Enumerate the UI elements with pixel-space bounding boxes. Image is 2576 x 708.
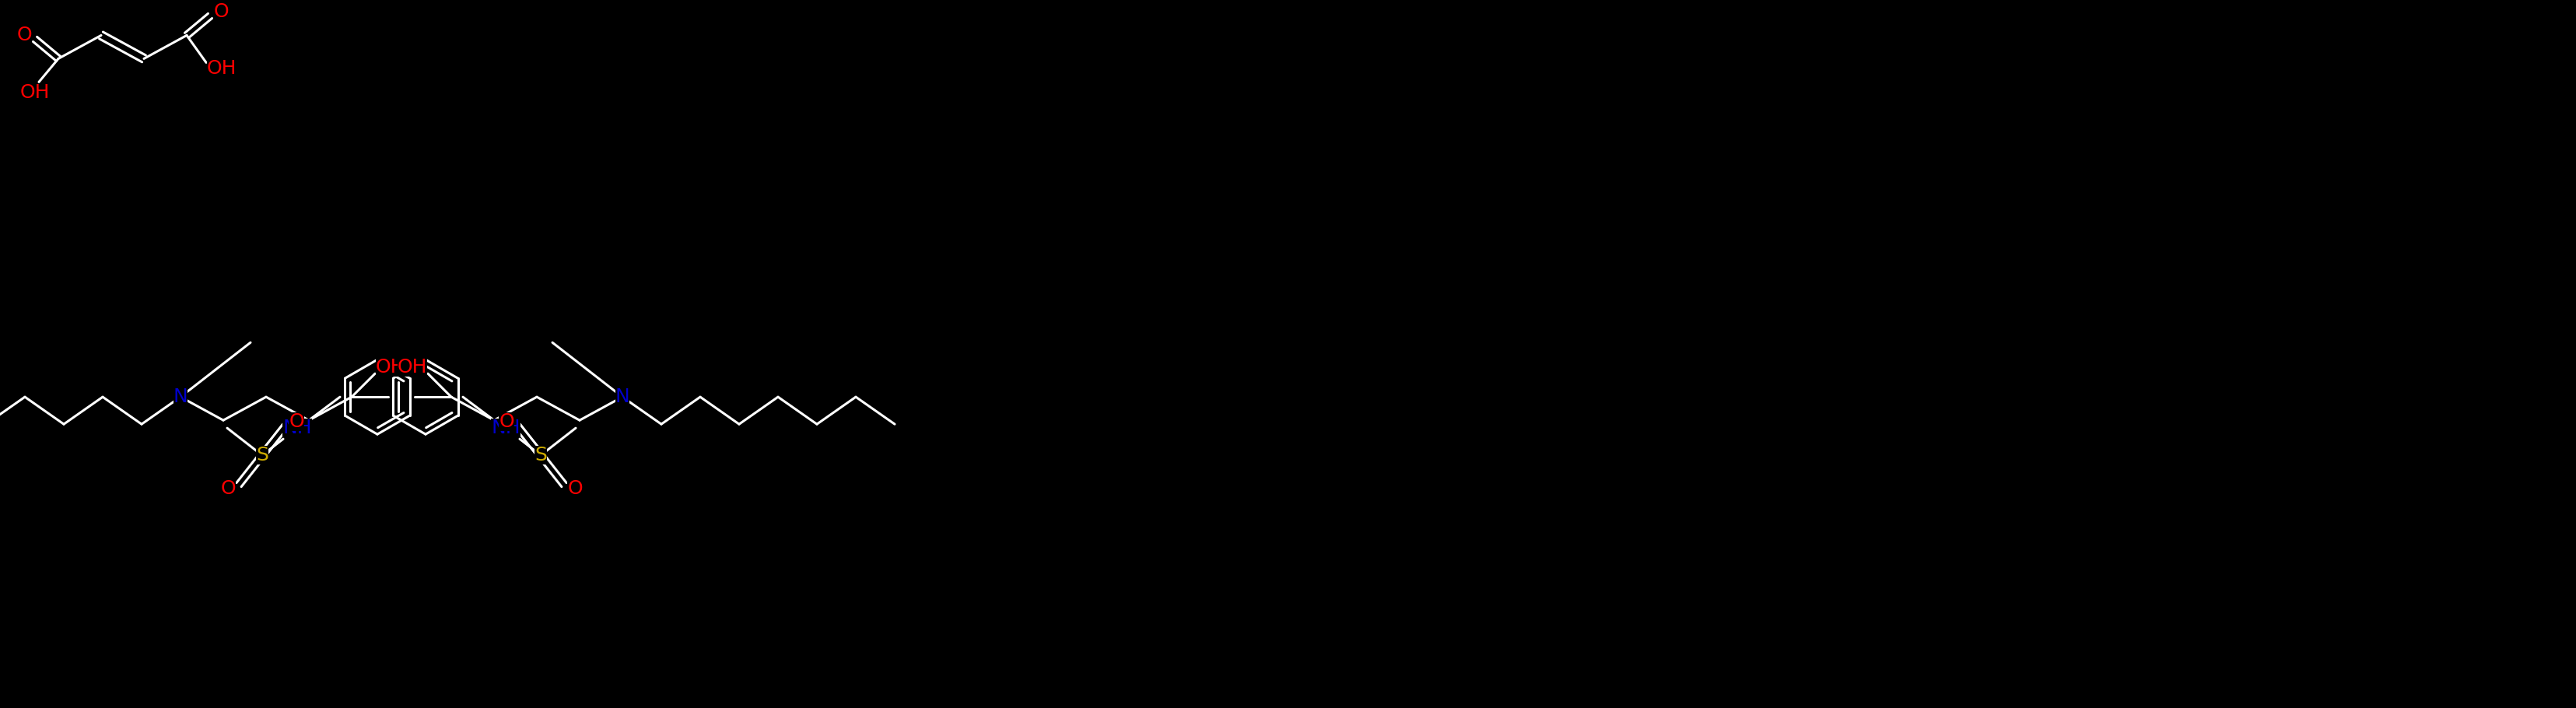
Text: N: N xyxy=(616,387,629,406)
Text: OH: OH xyxy=(21,84,49,102)
Text: N: N xyxy=(173,387,188,406)
Text: O: O xyxy=(567,479,582,498)
Text: NH: NH xyxy=(492,418,520,438)
Text: O: O xyxy=(222,479,234,498)
Text: OH: OH xyxy=(206,59,237,78)
Text: OH: OH xyxy=(397,358,428,377)
Text: OH: OH xyxy=(376,358,404,377)
Text: O: O xyxy=(15,26,31,45)
Text: NH: NH xyxy=(283,418,312,438)
Text: O: O xyxy=(500,413,515,431)
Text: O: O xyxy=(214,3,229,21)
Text: S: S xyxy=(255,446,268,464)
Text: S: S xyxy=(536,446,546,464)
Text: O: O xyxy=(289,413,304,431)
